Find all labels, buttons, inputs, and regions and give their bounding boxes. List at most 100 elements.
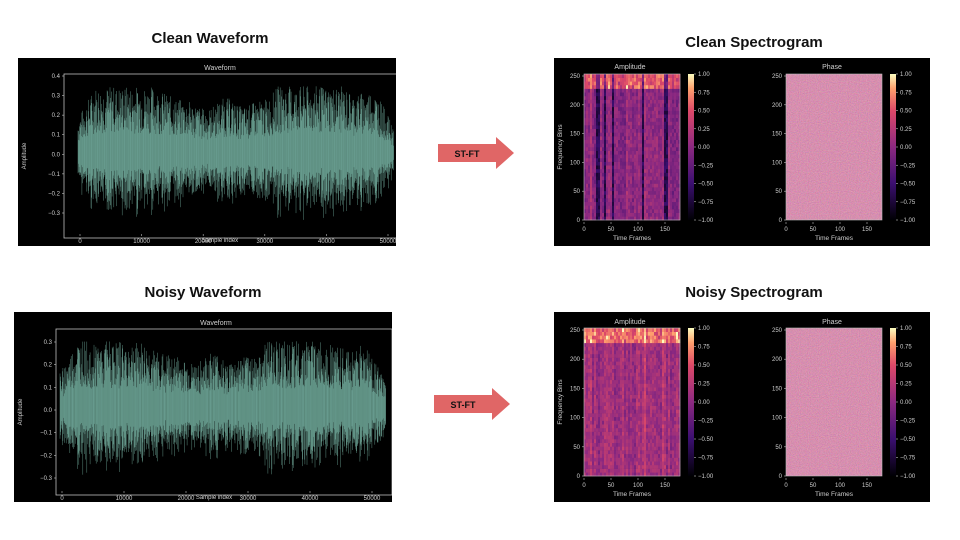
- heatmap-cell: [616, 472, 619, 477]
- heatmap-cell: [668, 328, 671, 332]
- heatmap-cell: [678, 198, 681, 203]
- heatmap-cell: [608, 339, 611, 344]
- heatmap-cell: [626, 335, 629, 340]
- heatmap-cell: [608, 187, 611, 192]
- heatmap-cell: [654, 216, 657, 221]
- heatmap-cell: [634, 117, 637, 122]
- heatmap-cell: [676, 128, 679, 133]
- heatmap-cell: [604, 431, 607, 436]
- amplitude-heatmap: [584, 328, 681, 477]
- heatmap-cell: [630, 143, 633, 148]
- heatmap-cell: [620, 154, 623, 159]
- heatmap-cell: [596, 110, 599, 115]
- heatmap-cell: [592, 472, 595, 477]
- colorbar-tick-label: −0.25: [900, 163, 916, 169]
- heatmap-cell: [616, 143, 619, 148]
- heatmap-cell: [632, 464, 635, 469]
- heatmap-cell: [586, 457, 589, 462]
- heatmap-cell: [616, 165, 619, 170]
- heatmap-cell: [620, 331, 623, 336]
- heatmap-cell: [584, 372, 587, 377]
- heatmap-cell: [626, 372, 629, 377]
- heatmap-cell: [670, 379, 673, 384]
- heatmap-cell: [622, 394, 625, 399]
- heatmap-cell: [598, 212, 601, 217]
- heatmap-cell: [672, 136, 675, 140]
- heatmap-cell: [622, 147, 625, 151]
- heatmap-cell: [664, 357, 667, 362]
- heatmap-cell: [672, 194, 675, 199]
- heatmap-cell: [588, 128, 591, 133]
- heatmap-cell: [634, 125, 637, 130]
- heatmap-cell: [602, 435, 605, 440]
- heatmap-cell: [624, 125, 627, 130]
- heatmap-cell: [672, 161, 675, 166]
- heatmap-cell: [584, 74, 587, 78]
- heatmap-cell: [630, 81, 633, 86]
- heatmap-cell: [592, 353, 595, 358]
- heatmap-cell: [666, 424, 669, 429]
- heatmap-cell: [618, 368, 621, 373]
- heatmap-cell: [586, 194, 589, 199]
- waveform-y-label: Amplitude: [22, 142, 28, 169]
- heatmap-cell: [638, 88, 641, 93]
- heatmap-cell: [594, 198, 597, 203]
- heatmap-cell: [674, 198, 677, 203]
- heatmap-cell: [658, 472, 661, 477]
- heatmap-cell: [584, 143, 587, 148]
- heatmap-cell: [600, 353, 603, 358]
- heatmap-cell: [626, 95, 629, 100]
- heatmap-cell: [676, 335, 679, 340]
- heatmap-cell: [658, 190, 661, 195]
- heatmap-cell: [654, 139, 657, 144]
- heatmap-cell: [594, 372, 597, 377]
- heatmap-cell: [596, 350, 599, 355]
- heatmap-cell: [648, 361, 651, 366]
- heatmap-cell: [636, 125, 639, 130]
- heatmap-cell: [586, 117, 589, 122]
- heatmap-cell: [620, 372, 623, 377]
- heatmap-cell: [618, 376, 621, 381]
- heatmap-cell: [664, 110, 667, 115]
- heatmap-cell: [624, 439, 627, 443]
- heatmap-cell: [632, 472, 635, 477]
- heatmap-cell: [646, 190, 649, 195]
- heatmap-cell: [670, 136, 673, 140]
- heatmap-cell: [662, 472, 665, 477]
- heatmap-cell: [674, 114, 677, 119]
- heatmap-cell: [670, 77, 673, 82]
- heatmap-cell: [650, 110, 653, 115]
- heatmap-cell: [650, 154, 653, 159]
- heatmap-cell: [676, 365, 679, 369]
- heatmap-cell: [672, 409, 675, 414]
- heatmap-cell: [660, 168, 663, 173]
- heatmap-cell: [654, 157, 657, 162]
- heatmap-cell: [668, 139, 671, 144]
- heatmap-cell: [596, 147, 599, 151]
- heatmap-cell: [662, 353, 665, 358]
- heatmap-cell: [662, 176, 665, 181]
- heatmap-cell: [592, 328, 595, 332]
- heatmap-cell: [586, 394, 589, 399]
- heatmap-cell: [646, 132, 649, 137]
- heatmap-cell: [664, 450, 667, 455]
- heatmap-cell: [652, 446, 655, 451]
- heatmap-cell: [660, 172, 663, 177]
- heatmap-cell: [678, 372, 681, 377]
- heatmap-cell: [654, 136, 657, 140]
- heatmap-cell: [590, 147, 593, 151]
- heatmap-cell: [602, 81, 605, 86]
- heatmap-cell: [610, 194, 613, 199]
- heatmap-cell: [636, 136, 639, 140]
- heatmap-cell: [676, 405, 679, 410]
- heatmap-cell: [600, 201, 603, 206]
- heatmap-cell: [584, 365, 587, 369]
- x-tick-label: 10000: [116, 496, 133, 502]
- heatmap-cell: [584, 194, 587, 199]
- y-tick-label: 250: [570, 328, 581, 334]
- heatmap-cell: [608, 139, 611, 144]
- heatmap-cell: [638, 121, 641, 126]
- heatmap-cell: [592, 198, 595, 203]
- heatmap-cell: [656, 365, 659, 369]
- heatmap-cell: [628, 439, 631, 443]
